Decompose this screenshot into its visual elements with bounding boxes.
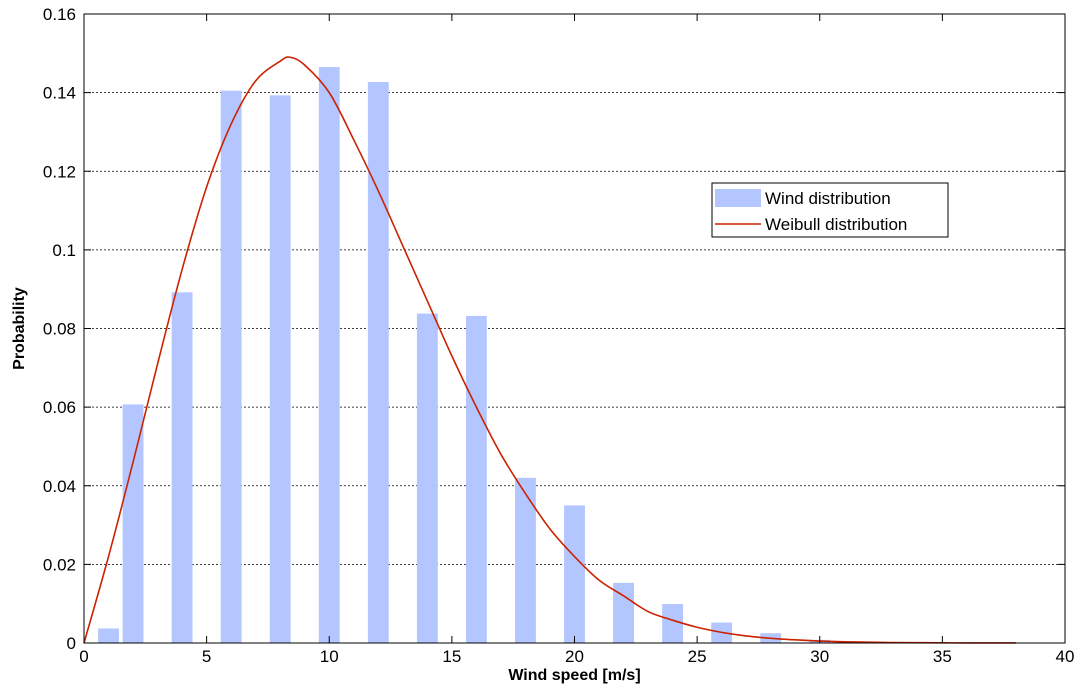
bar	[319, 67, 340, 643]
x-tick-label: 15	[442, 647, 461, 666]
x-tick-label: 40	[1056, 647, 1075, 666]
x-tick-label: 10	[320, 647, 339, 666]
x-axis-title: Wind speed [m/s]	[508, 667, 640, 684]
x-tick-label: 30	[810, 647, 829, 666]
bar-series	[98, 67, 1026, 643]
x-tick-label: 0	[79, 647, 88, 666]
y-tick-label: 0.08	[43, 320, 76, 339]
legend-label-weibull-distribution: Weibull distribution	[765, 215, 907, 234]
bar	[662, 604, 683, 643]
x-tick-label: 5	[202, 647, 211, 666]
y-tick-label: 0.16	[43, 5, 76, 24]
y-axis-title: Probability	[11, 287, 28, 370]
bar	[564, 505, 585, 643]
bar	[270, 95, 291, 643]
y-tick-label: 0.02	[43, 555, 76, 574]
y-tick-label: 0	[67, 634, 76, 653]
y-tick-label: 0.12	[43, 162, 76, 181]
tick-labels: 0 5 10 15 20 25 30 35 40 0 0.02 0.04 0.06 0.08 0.1 0.12…	[43, 5, 1075, 666]
bar	[368, 82, 389, 643]
legend-label-wind-distribution: Wind distribution	[765, 189, 891, 208]
y-tick-label: 0.14	[43, 84, 76, 103]
bar	[98, 628, 119, 643]
x-tick-label: 20	[565, 647, 584, 666]
bar	[123, 404, 144, 643]
y-tick-label: 0.04	[43, 477, 76, 496]
y-tick-label: 0.06	[43, 398, 76, 417]
bar	[172, 292, 193, 643]
y-tick-label: 0.1	[52, 241, 76, 260]
legend: Wind distribution Weibull distribution	[712, 183, 948, 237]
bar	[466, 316, 487, 643]
x-tick-label: 35	[933, 647, 952, 666]
legend-swatch-wind-distribution	[715, 189, 761, 207]
bar	[417, 314, 438, 643]
x-tick-label: 25	[688, 647, 707, 666]
bar	[515, 478, 536, 643]
bar	[221, 91, 242, 643]
